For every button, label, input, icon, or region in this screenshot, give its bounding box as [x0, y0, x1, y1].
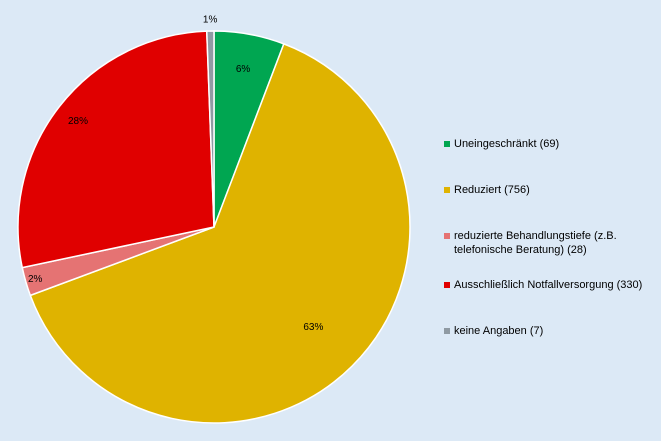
pie-slice: [17, 30, 215, 269]
legend-swatch: [444, 141, 450, 147]
slice-percent-label: 1%: [203, 14, 218, 25]
slice-percent-label: 2%: [28, 274, 43, 285]
legend-item-reduziert: Reduziert (756): [444, 183, 530, 197]
legend-label: Ausschließlich Notfallversorgung (330): [454, 279, 643, 291]
pie-slice: [205, 30, 215, 228]
pie-labels: 6% 63% 2% 28% 1%: [28, 14, 324, 333]
pie-slices: [17, 30, 411, 424]
legend-item-keine-angaben: keine Angaben (7): [444, 324, 543, 338]
slice-percent-label: 28%: [68, 116, 88, 127]
slice-percent-label: 6%: [236, 64, 251, 75]
legend-swatch: [444, 282, 450, 288]
legend-label: Uneingeschränkt (69): [454, 138, 560, 150]
legend-label: keine Angaben (7): [454, 325, 544, 337]
legend-item-reduzierte-behandlungstiefe: reduzierte Behandlungstiefe (z.B. telefo…: [444, 229, 634, 257]
legend-label: Reduziert (756): [454, 184, 530, 196]
legend-swatch: [444, 233, 450, 239]
legend-item-notfallversorgung: Ausschließlich Notfallversorgung (330): [444, 278, 642, 292]
pie-slice: [29, 42, 411, 424]
legend-swatch: [444, 187, 450, 193]
legend-label: reduzierte Behandlungstiefe (z.B. telefo…: [454, 230, 617, 256]
legend-item-uneingeschraenkt: Uneingeschränkt (69): [444, 137, 559, 151]
slice-percent-label: 63%: [303, 322, 323, 333]
legend-swatch: [444, 328, 450, 334]
